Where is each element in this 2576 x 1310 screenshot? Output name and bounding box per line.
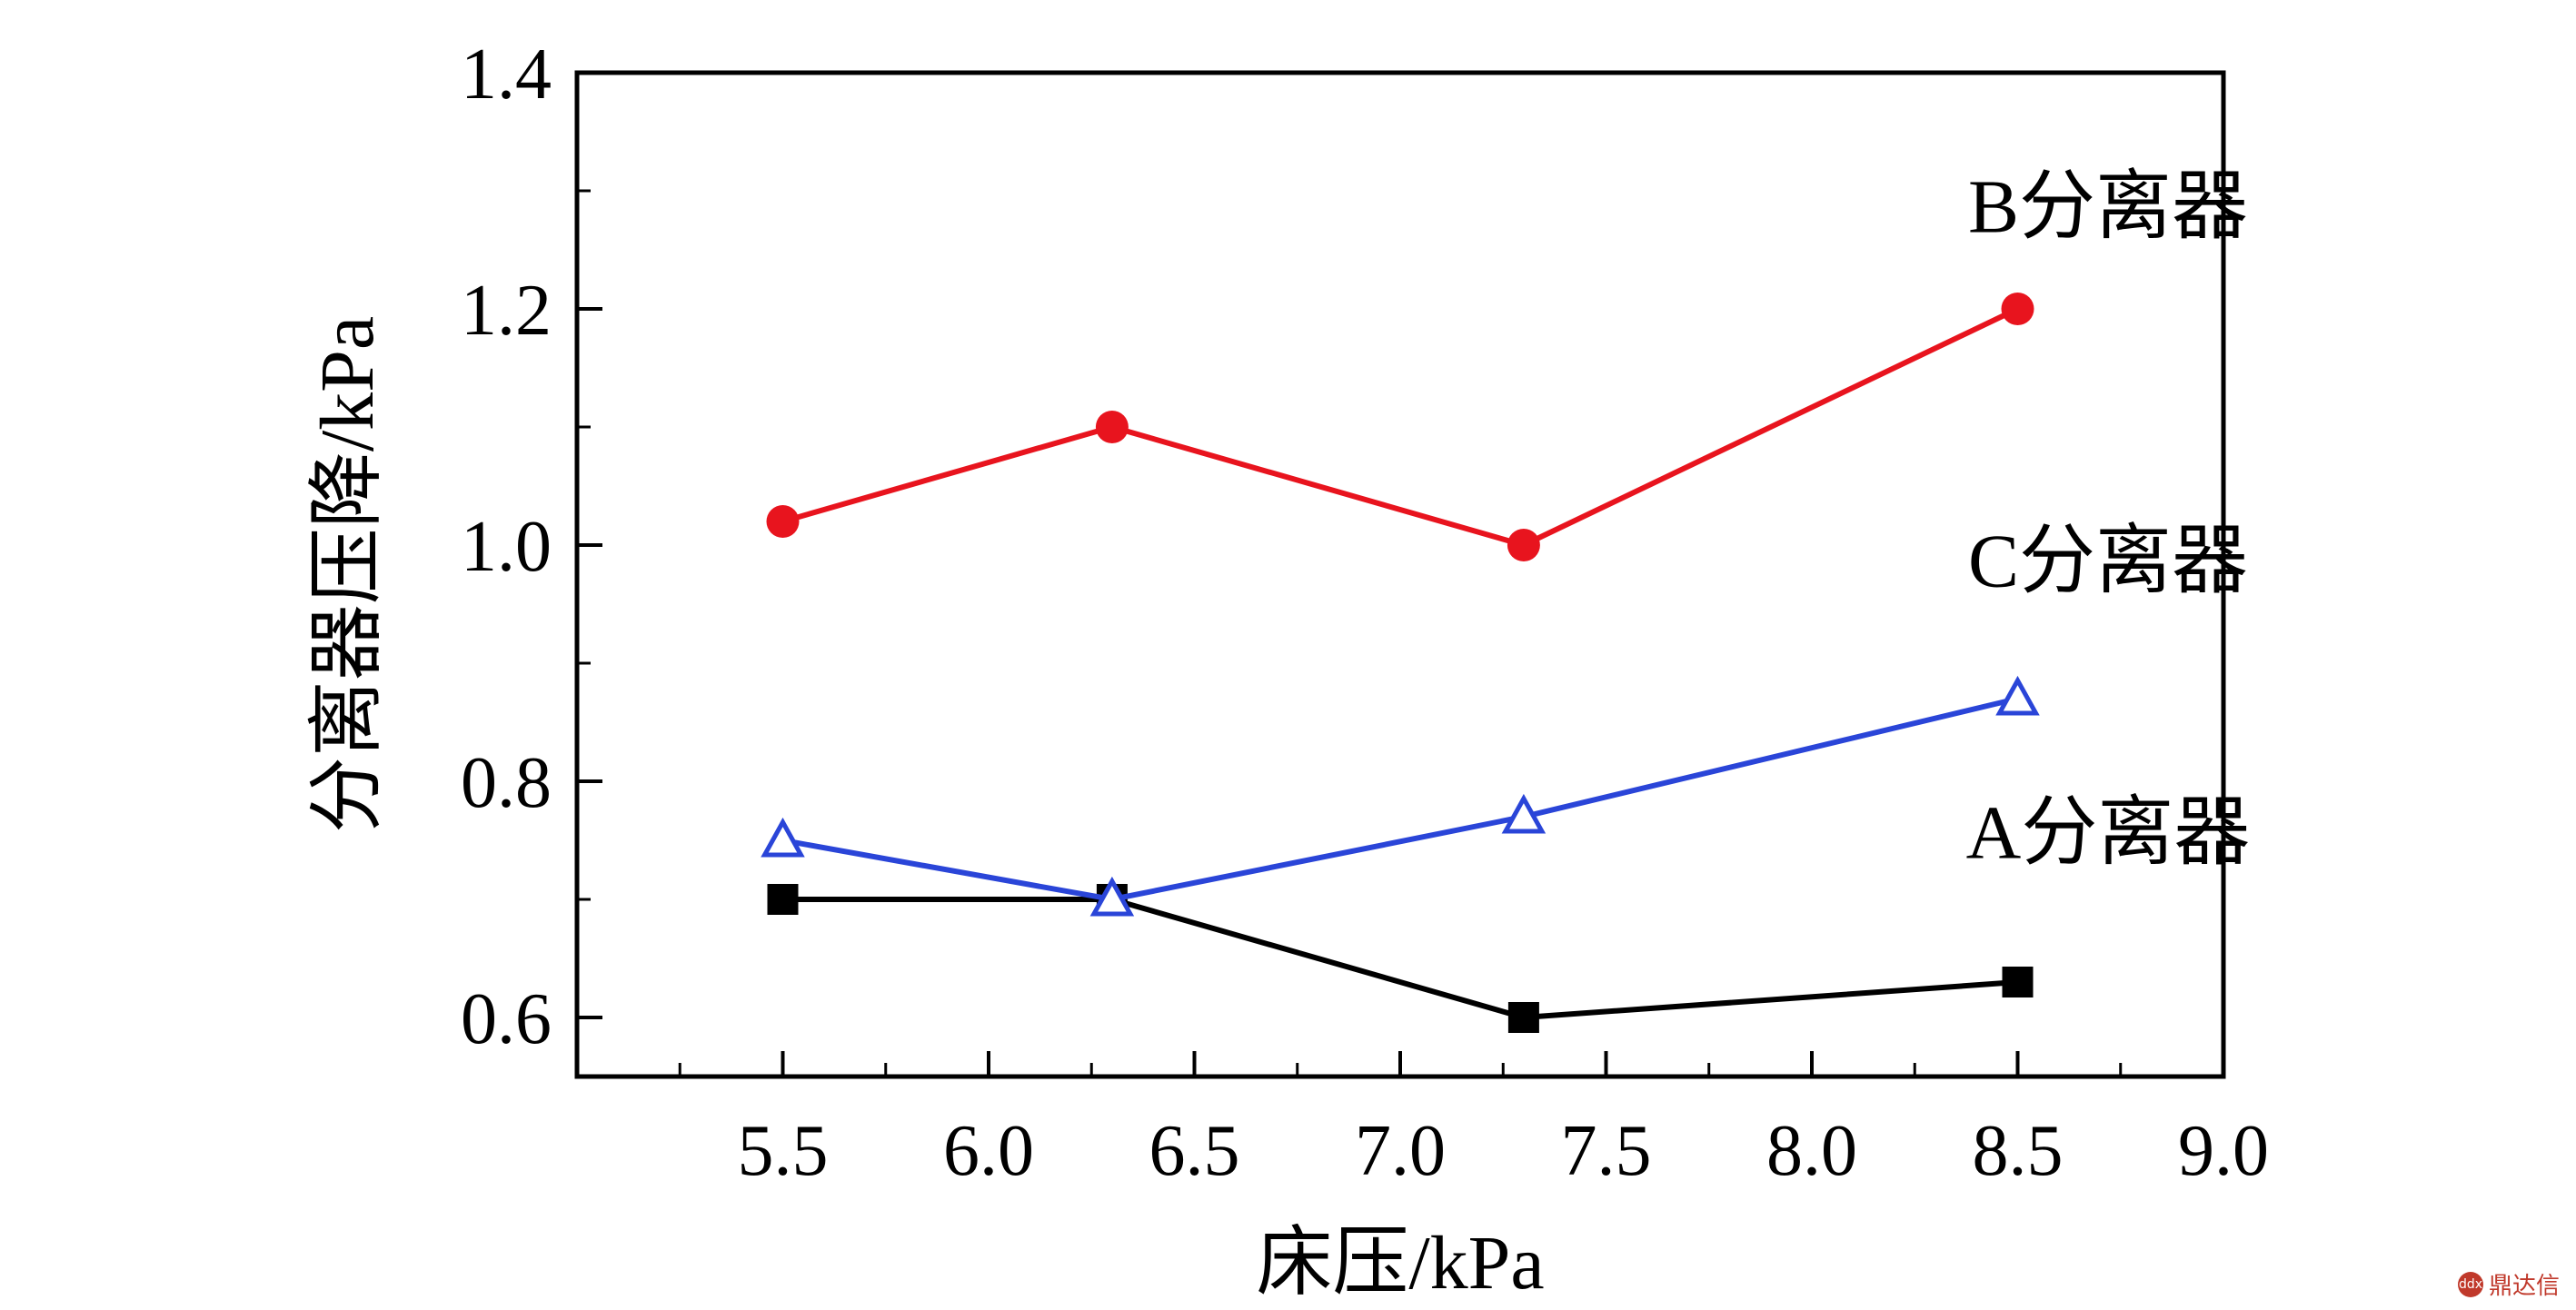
x-tick-label: 6.5: [1149, 1111, 1240, 1191]
data-point: [1501, 793, 1547, 834]
series-line: [781, 696, 2019, 903]
data-point: [2002, 967, 2034, 997]
data-point: [1089, 876, 1135, 917]
series-name-label: C分离器: [1968, 520, 2248, 604]
y-tick-label: 0.8: [461, 743, 552, 823]
series-name-label: A分离器: [1966, 791, 2251, 876]
series-1: [767, 884, 2034, 1033]
series-2: [766, 293, 2034, 561]
y-tick-label: 1.0: [461, 507, 552, 587]
x-tick-label: 7.0: [1355, 1111, 1446, 1191]
y-tick-label: 0.6: [461, 979, 552, 1059]
x-tick-label: 8.0: [1766, 1111, 1857, 1191]
labels: 床压/kPa 分离器压降/kPa A分离器 B分离器 C分离器: [305, 165, 2250, 1306]
ddx-logo-icon: ddx: [2457, 1271, 2483, 1297]
series-line: [782, 897, 2018, 1021]
series-line: [781, 306, 2019, 549]
x-tick-label: 7.5: [1561, 1111, 1652, 1191]
series: [761, 293, 2040, 1033]
watermark: ddx 鼎达信: [2457, 1267, 2560, 1301]
x-tick-label: 5.5: [738, 1111, 829, 1191]
data-point: [766, 505, 800, 538]
x-tick-label: 8.5: [1973, 1111, 2064, 1191]
data-point: [1995, 675, 2040, 716]
y-tick-label: 1.2: [461, 271, 552, 351]
series-3: [761, 675, 2040, 917]
data-point: [1507, 529, 1540, 561]
data-point: [767, 884, 799, 915]
data-point: [761, 817, 805, 858]
x-tick-label: 6.0: [943, 1111, 1034, 1191]
x-axis-label: 床压/kPa: [1256, 1221, 1544, 1305]
y-tick-label: 1.4: [461, 35, 552, 114]
data-point: [1507, 1002, 1539, 1033]
ticks: 5.5 6.0 6.5 7.0 7.5 8.0 8.5 9.0 0.6 0.8 1.0 1.2 1.4: [461, 35, 2269, 1191]
y-axis-label: 分离器压降/kPa: [305, 316, 390, 833]
watermark-text: 鼎达信: [2488, 1273, 2560, 1300]
data-point: [1095, 411, 1129, 443]
x-tick-label: 9.0: [2178, 1111, 2269, 1191]
data-point: [2001, 293, 2034, 325]
series-name-label: B分离器: [1968, 165, 2248, 250]
